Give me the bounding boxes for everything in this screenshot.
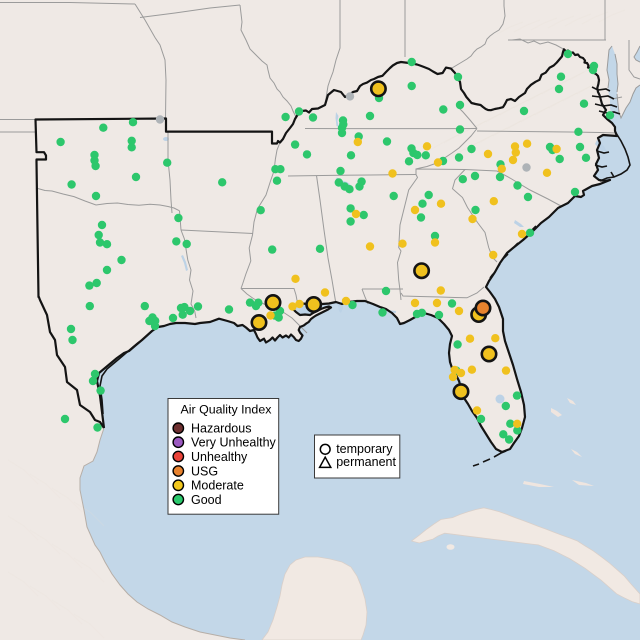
svg-text:Very Unhealthy: Very Unhealthy (191, 436, 277, 450)
svg-text:Air Quality Index: Air Quality Index (181, 403, 273, 417)
svg-text:temporary: temporary (336, 442, 393, 456)
svg-text:USG: USG (191, 464, 218, 478)
svg-text:Moderate: Moderate (191, 479, 244, 493)
svg-text:Hazardous: Hazardous (191, 422, 251, 436)
svg-text:Good: Good (191, 493, 222, 507)
svg-text:permanent: permanent (336, 455, 396, 469)
svg-text:Unhealthy: Unhealthy (191, 450, 248, 464)
